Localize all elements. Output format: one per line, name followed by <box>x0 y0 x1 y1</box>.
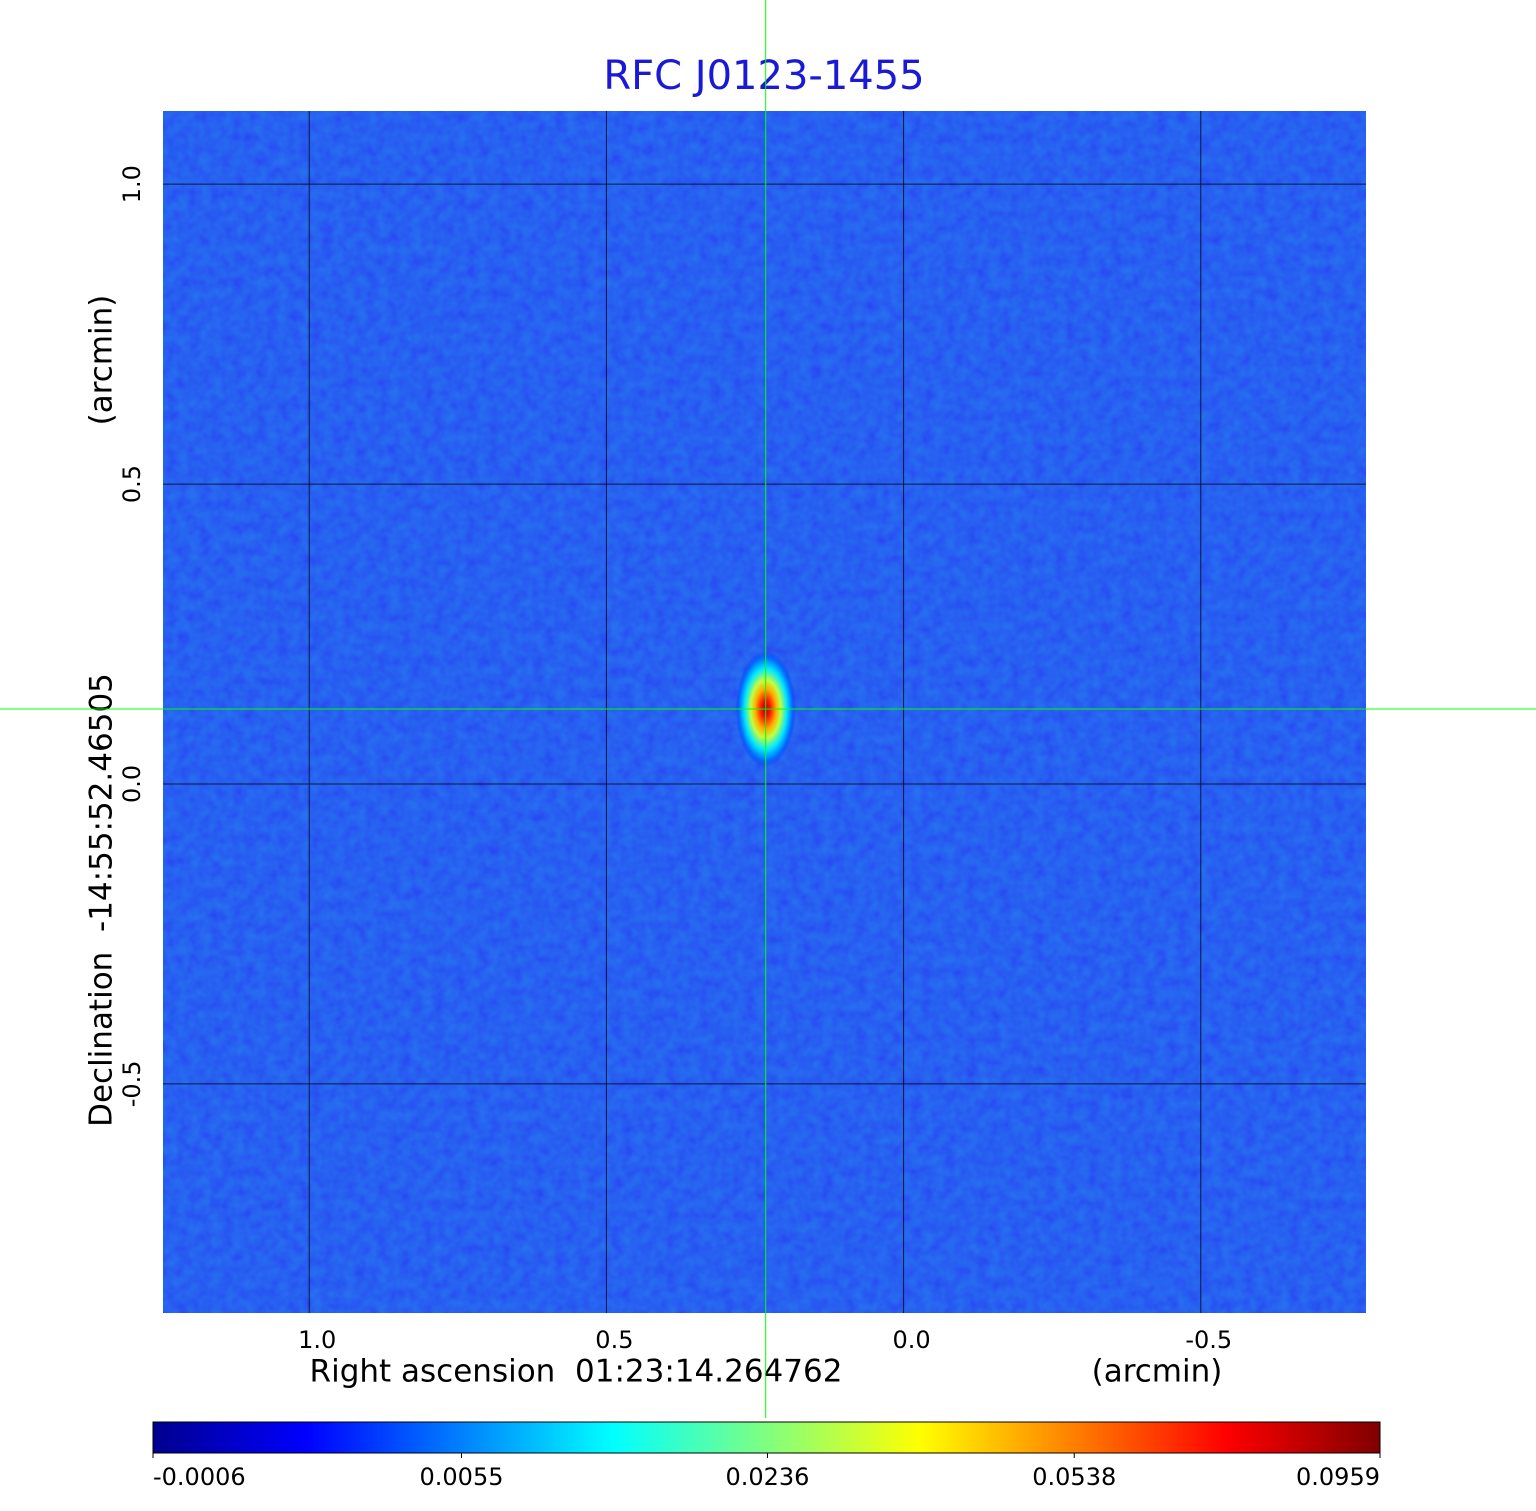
y-axis-unit: (arcmin) <box>84 295 120 426</box>
colorbar <box>152 1421 1381 1454</box>
x-tick-label: 0.5 <box>595 1326 633 1354</box>
y-tick-label: 0.0 <box>118 765 146 803</box>
y-tick-label: 1.0 <box>118 165 146 203</box>
colorbar-tick-label: 0.0055 <box>420 1463 504 1491</box>
colorbar-tick-label: 0.0538 <box>1032 1463 1116 1491</box>
y-axis-label: Declination -14:55:52.46505 <box>84 673 120 1127</box>
x-axis-label: Right ascension 01:23:14.264762 <box>310 1354 843 1390</box>
colorbar-tick-label: 0.0236 <box>725 1463 809 1491</box>
chart-title: RFC J0123-1455 <box>603 53 924 99</box>
plot-area <box>163 111 1366 1313</box>
x-tick-label: -0.5 <box>1185 1326 1232 1354</box>
y-tick-label: 0.5 <box>118 465 146 503</box>
x-axis-unit: (arcmin) <box>1092 1354 1223 1390</box>
x-tick-label: 0.0 <box>892 1326 930 1354</box>
colorbar-tick-label: -0.0006 <box>153 1463 246 1491</box>
x-tick-label: 1.0 <box>298 1326 336 1354</box>
colorbar-tick-label: 0.0959 <box>1296 1463 1380 1491</box>
y-tick-label: -0.5 <box>118 1060 146 1107</box>
